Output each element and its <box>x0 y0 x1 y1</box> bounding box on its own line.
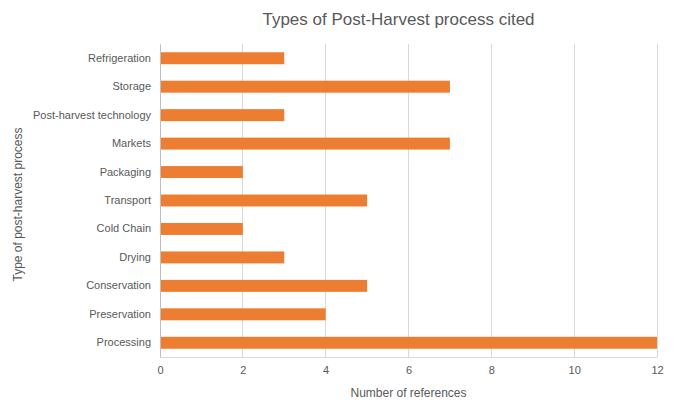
y-tick-label: Conservation <box>86 279 151 291</box>
chart-svg: 0 2 4 6 8 10 12 Refrigeration Storage Post-harves… <box>0 0 675 413</box>
x-tick: 4 <box>323 357 329 376</box>
x-tick-label: 8 <box>489 364 495 376</box>
x-axis: 0 2 4 6 8 10 12 <box>157 357 663 376</box>
y-axis: Refrigeration Storage Post-harvest technol… <box>33 45 161 358</box>
bar <box>160 81 450 93</box>
bar <box>160 337 657 349</box>
x-tick: 10 <box>569 357 581 376</box>
y-tick: Packaging <box>100 166 160 178</box>
y-tick-label: Markets <box>112 137 152 149</box>
bar <box>160 195 367 207</box>
y-tick-label: Preservation <box>89 308 151 320</box>
y-axis-title: Type of post-harvest process <box>11 127 25 281</box>
y-tick: Storage <box>112 80 160 92</box>
x-tick-label: 4 <box>323 364 329 376</box>
x-tick: 0 <box>157 357 163 376</box>
x-tick-label: 12 <box>651 364 663 376</box>
x-tick-label: 10 <box>569 364 581 376</box>
y-tick-label: Post-harvest technology <box>33 109 152 121</box>
x-tick: 2 <box>240 357 246 376</box>
grid-line <box>657 44 658 357</box>
x-axis-line <box>161 357 658 358</box>
y-tick: Conservation <box>86 279 160 291</box>
grid-line <box>160 44 161 357</box>
bar <box>160 280 367 292</box>
y-tick: Drying <box>119 251 160 263</box>
bar <box>160 308 326 320</box>
x-tick: 6 <box>406 357 412 376</box>
y-tick: Refrigeration <box>88 52 160 64</box>
x-tick-label: 2 <box>240 364 246 376</box>
bar <box>160 251 284 263</box>
bar <box>160 223 243 235</box>
y-tick-label: Refrigeration <box>88 52 151 64</box>
y-axis-line <box>160 45 161 358</box>
y-tick: Cold Chain <box>97 222 160 234</box>
y-tick: Processing <box>97 336 160 348</box>
x-tick: 12 <box>651 357 663 376</box>
plot-area: 0 2 4 6 8 10 12 Refrigeration Storage Post-harves… <box>33 44 664 376</box>
y-tick-label: Drying <box>119 251 151 263</box>
y-tick-label: Packaging <box>100 166 151 178</box>
grid-line <box>574 44 575 357</box>
chart-title: Types of Post-Harvest process cited <box>262 10 534 29</box>
bar <box>160 138 450 150</box>
grid-line <box>491 44 492 357</box>
background <box>0 0 675 413</box>
bar <box>160 52 284 64</box>
y-tick-label: Cold Chain <box>97 222 151 234</box>
y-tick: Transport <box>104 194 160 206</box>
y-tick-label: Processing <box>97 336 151 348</box>
x-tick-label: 6 <box>406 364 412 376</box>
y-tick: Preservation <box>89 308 160 320</box>
grid <box>160 44 657 357</box>
bar <box>160 166 243 178</box>
chart-container: 0 2 4 6 8 10 12 Refrigeration Storage Post-harves… <box>0 0 675 413</box>
y-tick-label: Transport <box>104 194 151 206</box>
x-axis-title: Number of references <box>350 386 466 400</box>
y-tick: Markets <box>112 137 160 149</box>
y-tick-label: Storage <box>112 80 151 92</box>
x-tick: 8 <box>489 357 495 376</box>
y-tick: Post-harvest technology <box>33 109 160 121</box>
bar <box>160 109 284 121</box>
x-tick-label: 0 <box>157 364 163 376</box>
bars <box>160 52 657 348</box>
